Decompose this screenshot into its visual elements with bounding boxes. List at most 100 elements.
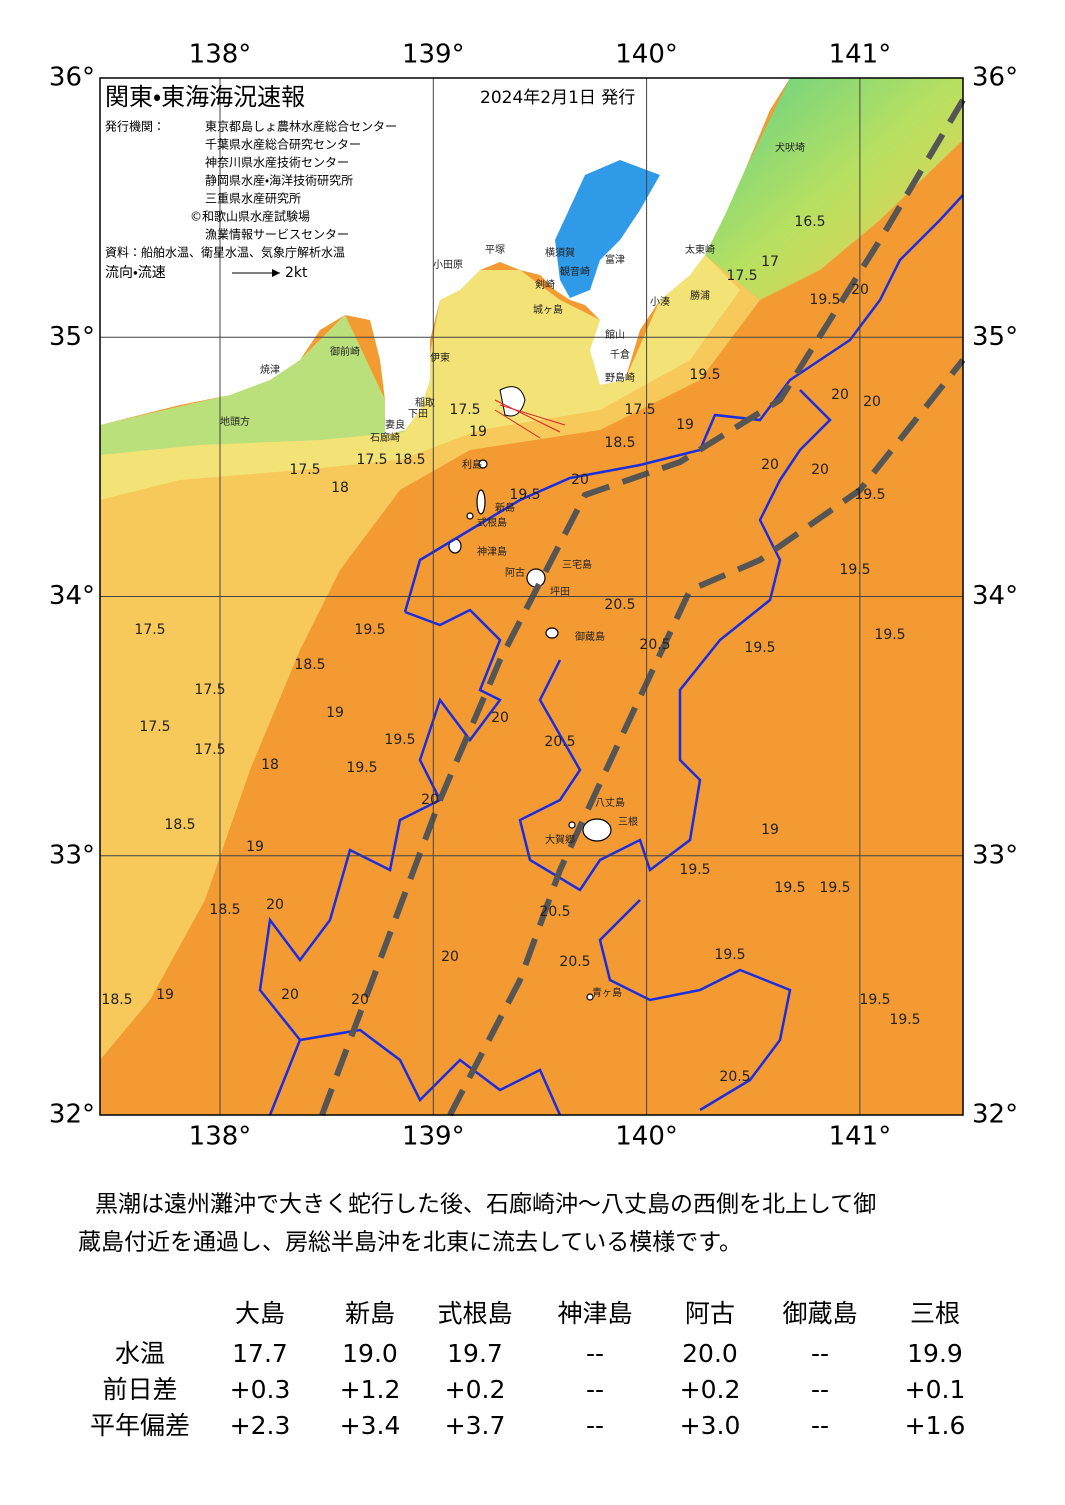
place-name: 神津島: [477, 545, 507, 558]
place-name: 利島: [462, 458, 482, 471]
issuer: ©和歌山県水産試験場: [190, 209, 310, 224]
isotherm-label: 19.5: [714, 947, 745, 963]
isotherm-label: 20: [281, 987, 299, 1003]
table-cell: +1.6: [905, 1411, 966, 1440]
place-name: 坪田: [550, 585, 570, 598]
isotherm-label: 19: [246, 839, 264, 855]
isotherm-label: 18.5: [101, 992, 132, 1008]
column-header: 新島: [345, 1299, 395, 1328]
place-name: 城ヶ島: [533, 303, 563, 316]
lat-label: 36°: [49, 63, 95, 93]
isotherm-label: 17.5: [139, 719, 170, 735]
table-cell: +0.2: [445, 1375, 506, 1404]
isotherm-label: 20.5: [539, 904, 570, 920]
place-name: 平塚: [485, 244, 505, 256]
lon-label: 141°: [829, 40, 892, 70]
place-name: 野島崎: [605, 371, 635, 384]
table-cell: +3.7: [445, 1411, 506, 1440]
isotherm-label: 20.5: [559, 954, 590, 970]
isotherm-label: 18: [331, 480, 349, 496]
place-name: 御蔵島: [575, 630, 605, 643]
place-name: 犬吠埼: [775, 141, 805, 154]
summary-line: 黒潮は遠州灘沖で大きく蛇行した後、石廊崎沖～八丈島の西側を北上して御: [95, 1192, 876, 1218]
place-name: 新島: [495, 501, 515, 514]
table-cell: +3.4: [340, 1411, 401, 1440]
isotherm-label: 19.5: [679, 862, 710, 878]
table-cell: --: [811, 1375, 829, 1404]
table-cell: --: [586, 1339, 604, 1368]
issuer: 三重県水産研究所: [205, 192, 301, 206]
place-name: 八丈島: [595, 796, 625, 809]
row-label: 平年偏差: [90, 1411, 190, 1440]
row-label: 水温: [115, 1339, 165, 1368]
lat-label: 33°: [972, 840, 1018, 870]
lat-label: 34°: [972, 581, 1018, 611]
issuer-label: 発行機関：: [105, 120, 165, 134]
place-name: 稲取: [415, 397, 435, 409]
isotherm-label: 18.5: [294, 657, 325, 673]
isotherm-label: 19.5: [509, 487, 540, 503]
place-name: 剣崎: [535, 278, 555, 291]
lat-label: 33°: [49, 840, 95, 870]
place-name: 阿古: [505, 566, 525, 579]
current-vectors: [494, 399, 566, 439]
place-name: 石廊崎: [370, 431, 400, 444]
isotherm-label: 19.5: [346, 760, 377, 776]
place-name: 青ヶ島: [592, 986, 622, 999]
isotherm-label: 17.5: [726, 268, 757, 284]
isotherm-label: 17.5: [624, 402, 655, 418]
table-cell: +3.0: [680, 1411, 741, 1440]
table-cell: +0.1: [905, 1375, 966, 1404]
map-title: 関東・東海海況速報: [105, 83, 305, 111]
isotherm-label: 20: [491, 710, 509, 726]
issuers: 東京都島しょ農林水産総合センター千葉県水産総合研究センター神奈川県水産技術センタ…: [190, 119, 397, 242]
isotherm-label: 20.5: [639, 637, 670, 653]
isotherm-label: 16.5: [794, 214, 825, 230]
lat-label: 34°: [49, 581, 95, 611]
isotherm-label: 18.5: [209, 902, 240, 918]
isotherm-label: 20.5: [604, 597, 635, 613]
table-cell: --: [586, 1375, 604, 1404]
place-name: 焼津: [260, 364, 280, 376]
table-cell: 20.0: [682, 1339, 738, 1368]
place-name: 伊東: [430, 351, 450, 364]
table-cell: 17.7: [232, 1339, 288, 1368]
isotherm-label: 20: [421, 792, 439, 808]
map-frame: [99, 77, 964, 1116]
isotherm-label: 19.5: [854, 487, 885, 503]
lon-label: 141°: [829, 1122, 892, 1152]
isotherm-label: 18.5: [604, 435, 635, 451]
isotherm-label: 17.5: [289, 462, 320, 478]
isotherm-label: 19.5: [889, 1012, 920, 1028]
issue-date: 2024年2月1日 発行: [480, 88, 635, 108]
column-header: 式根島: [437, 1299, 512, 1328]
summary-line: 蔵島付近を通過し、房総半島沖を北東に流去している模様です。: [78, 1230, 742, 1256]
place-name: 横須賀: [545, 246, 575, 259]
sagami-island: [499, 386, 526, 417]
table-cell: 19.9: [907, 1339, 963, 1368]
place-name: 館山: [605, 328, 625, 341]
place-name: 地頭方: [220, 415, 250, 428]
issuer: 神奈川県水産技術センター: [205, 155, 349, 170]
isotherm-label: 19.5: [689, 367, 720, 383]
place-name: 小湊: [650, 295, 670, 308]
lon-label: 138°: [189, 40, 252, 70]
table-cell: --: [811, 1411, 829, 1440]
isotherm-label: 19: [469, 424, 487, 440]
legend-arrowhead: [272, 269, 280, 277]
issuer: 東京都島しょ農林水産総合センター: [205, 119, 397, 134]
issuer: 漁業情報サービスセンター: [205, 228, 349, 242]
kuroshio-axis: [319, 98, 966, 1117]
isotherm-label: 20: [831, 387, 849, 403]
lon-label: 139°: [402, 1122, 465, 1152]
lon-label: 138°: [189, 1122, 252, 1152]
table-cell: 19.0: [342, 1339, 398, 1368]
lat-label: 35°: [49, 322, 95, 352]
isotherm-label: 17: [761, 254, 779, 270]
isotherm-label: 20: [266, 897, 284, 913]
isotherm-label: 18.5: [394, 452, 425, 468]
isotherm-label: 20: [863, 394, 881, 410]
